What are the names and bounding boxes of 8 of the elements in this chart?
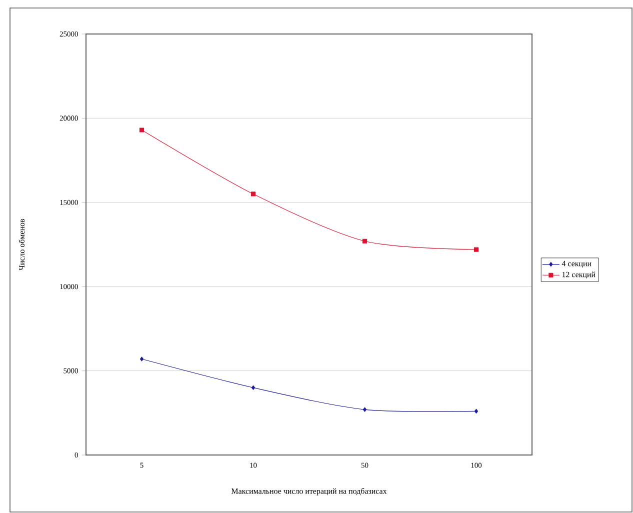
point bbox=[140, 356, 144, 362]
point bbox=[251, 385, 256, 390]
point bbox=[474, 247, 479, 252]
point bbox=[362, 238, 368, 244]
point bbox=[474, 408, 478, 414]
point bbox=[250, 192, 256, 196]
point bbox=[139, 128, 144, 132]
point bbox=[362, 407, 367, 412]
